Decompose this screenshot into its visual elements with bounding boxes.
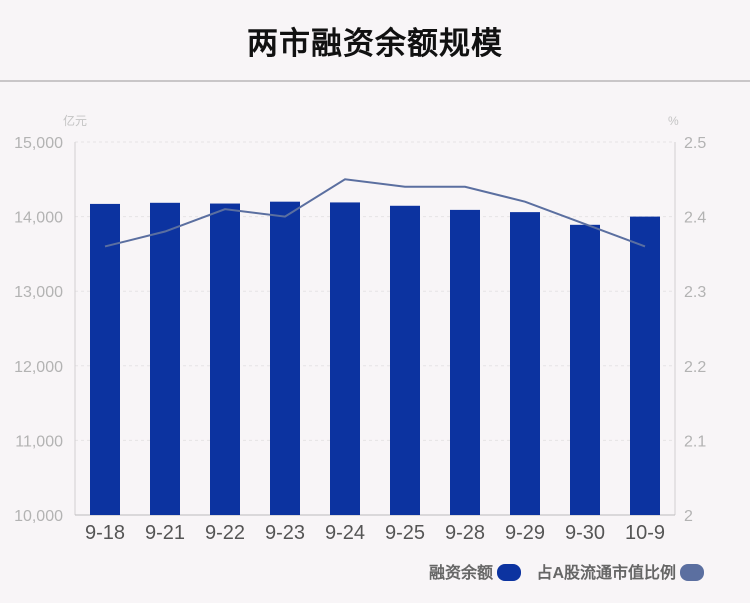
- x-tick-label: 10-9: [625, 522, 665, 544]
- legend-label-ratio: 占A股流通市值比例: [536, 563, 676, 582]
- x-tick-label: 9-29: [505, 522, 545, 544]
- legend: 融资余额 占A股流通市值比例: [429, 563, 704, 582]
- title-divider: [0, 80, 750, 82]
- y-left-tick-label: 11,000: [15, 433, 63, 450]
- y-right-tick-label: 2.5: [684, 135, 706, 152]
- left-axis-unit: 亿元: [63, 113, 87, 128]
- bar: [630, 216, 660, 515]
- x-tick-label: 9-23: [265, 522, 305, 544]
- y-left-tick-label: 15,000: [14, 135, 63, 152]
- y-right-tick-label: 2.4: [684, 210, 706, 227]
- y-right-tick-label: 2.2: [684, 359, 706, 376]
- y-left-tick-label: 10,000: [14, 508, 63, 525]
- bar: [570, 224, 600, 515]
- ratio-line: [104, 178, 646, 248]
- y-right-tick-label: 2.1: [684, 433, 706, 450]
- bar: [450, 209, 480, 516]
- bar: [210, 203, 240, 516]
- legend-label-balance: 融资余额: [429, 563, 493, 582]
- page-title: 两市融资余额规模: [247, 26, 503, 62]
- x-tick-label: 9-28: [445, 522, 485, 544]
- legend-swatch-ratio: [680, 564, 704, 581]
- y-left-tick-label: 14,000: [14, 210, 63, 227]
- bar: [390, 205, 420, 515]
- y-left-tick-label: 13,000: [14, 284, 63, 301]
- bar: [90, 203, 120, 515]
- y-left-tick-label: 12,000: [14, 359, 63, 376]
- bar-series: [90, 201, 660, 516]
- x-tick-label: 9-25: [385, 522, 425, 544]
- legend-swatch-balance: [497, 564, 521, 581]
- bar: [330, 202, 360, 515]
- x-tick-label: 9-18: [85, 522, 125, 544]
- right-axis-unit: %: [668, 114, 679, 128]
- x-tick-label: 9-30: [565, 522, 605, 544]
- y-right-tick-label: 2.3: [684, 284, 706, 301]
- line-series: [104, 178, 646, 248]
- x-tick-label: 9-21: [145, 522, 185, 544]
- y-right-tick-label: 2: [684, 508, 693, 525]
- bar: [510, 212, 540, 515]
- tick-labels: 10,000 11,000 12,000 13,000 14,000 15,000 2 2.1…: [14, 135, 706, 544]
- bar: [270, 201, 300, 515]
- bar: [150, 202, 180, 515]
- x-tick-label: 9-22: [205, 522, 245, 544]
- x-tick-label: 9-24: [325, 522, 365, 544]
